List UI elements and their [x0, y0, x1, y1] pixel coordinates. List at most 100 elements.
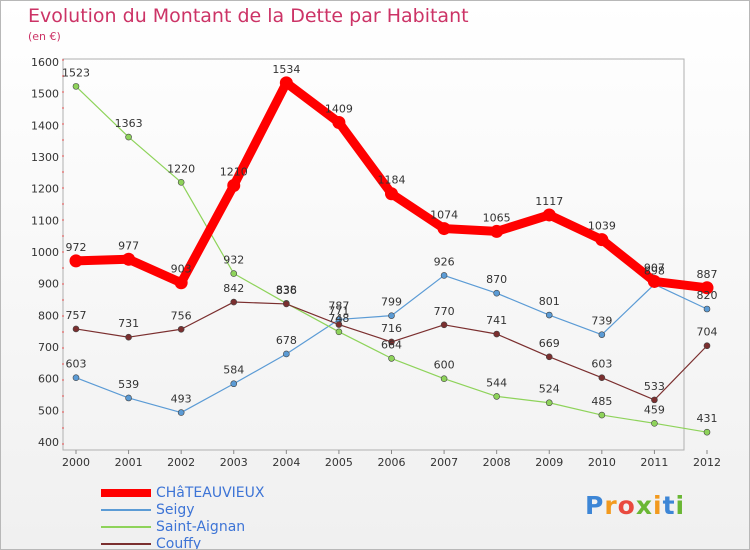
series-point-0: [69, 254, 83, 268]
logo-letter: i: [653, 491, 663, 520]
x-tick-label: 2006: [378, 456, 406, 469]
data-label-3: 770: [434, 305, 455, 318]
series-point-2: [230, 270, 238, 277]
data-label-2: 1220: [167, 162, 195, 175]
y-tick-label: 600: [38, 373, 59, 386]
series-point-1: [493, 289, 500, 297]
y-tick-label: 1600: [31, 56, 59, 69]
x-tick-label: 2004: [272, 456, 300, 469]
logo-letter: x: [635, 491, 653, 520]
series-point-2: [703, 428, 711, 436]
series-point-3: [651, 396, 658, 404]
data-label-0: 1409: [325, 102, 353, 115]
data-label-1: 799: [381, 296, 402, 309]
data-label-0: 1534: [272, 63, 300, 76]
series-point-3: [388, 338, 395, 346]
data-label-0: 977: [118, 239, 139, 252]
data-label-3: 533: [644, 380, 665, 393]
logo-letter: r: [604, 491, 618, 520]
data-label-0: 1210: [220, 166, 248, 179]
series-point-2: [440, 375, 448, 382]
legend-swatch: [101, 489, 151, 497]
data-label-1: 801: [539, 295, 560, 308]
data-label-3: 757: [66, 309, 87, 322]
data-label-0: 1039: [588, 220, 616, 233]
proxiti-logo: Proxiti: [585, 491, 685, 520]
series-point-1: [72, 374, 80, 382]
series-point-0: [437, 222, 451, 236]
data-label-1: 493: [171, 393, 192, 406]
x-tick-label: 2007: [430, 456, 458, 469]
series-point-1: [283, 350, 290, 358]
series-point-1: [440, 272, 448, 279]
data-label-2: 459: [644, 403, 665, 416]
data-label-2: 544: [486, 376, 507, 389]
data-label-3: 603: [591, 358, 612, 371]
y-tick-label: 700: [38, 341, 59, 354]
data-label-1: 678: [276, 334, 297, 347]
y-tick-label: 1100: [31, 214, 59, 227]
data-label-2: 932: [223, 254, 244, 267]
data-label-2: 838: [276, 283, 297, 296]
data-label-2: 1363: [115, 117, 143, 130]
series-point-1: [177, 409, 185, 416]
legend-label: Saint-Aignan: [156, 519, 246, 535]
chart-title: Evolution du Montant de la Dette par Hab…: [28, 5, 469, 27]
x-tick-label: 2003: [220, 456, 248, 469]
data-label-0: 1074: [430, 209, 458, 222]
x-tick-label: 2005: [325, 456, 353, 469]
series-point-0: [542, 208, 556, 222]
legend-swatch: [101, 526, 151, 528]
y-tick-label: 1200: [31, 183, 59, 196]
series-point-0: [279, 76, 293, 90]
data-label-1: 870: [486, 273, 507, 286]
data-label-0: 1184: [378, 174, 406, 187]
series-point-0: [174, 276, 188, 290]
series-point-3: [598, 374, 606, 382]
series-point-1: [598, 331, 606, 338]
series-point-3: [283, 300, 290, 308]
series-point-1: [388, 312, 395, 319]
series-point-2: [335, 328, 343, 336]
data-label-2: 748: [328, 312, 349, 325]
series-point-2: [493, 393, 500, 400]
data-label-2: 524: [539, 383, 560, 396]
y-tick-label: 1000: [31, 246, 59, 259]
series-point-3: [125, 333, 132, 341]
data-label-3: 756: [171, 309, 192, 322]
data-label-1: 787: [328, 299, 349, 312]
series-point-0: [122, 252, 136, 266]
series-point-0: [227, 179, 241, 192]
series-point-0: [647, 274, 661, 288]
series-point-2: [72, 83, 80, 90]
data-label-1: 603: [66, 358, 87, 371]
data-label-2: 600: [434, 359, 455, 372]
data-label-2: 1523: [62, 66, 90, 79]
legend-label: CHâTEAUVIEUX: [156, 485, 265, 501]
series-point-0: [385, 187, 398, 201]
x-tick-label: 2000: [62, 456, 90, 469]
x-tick-label: 2011: [640, 456, 668, 469]
data-label-2: 664: [381, 338, 402, 351]
data-label-3: 771: [328, 305, 349, 318]
series-point-2: [545, 399, 553, 407]
y-tick-label: 1400: [31, 119, 59, 132]
data-label-0: 903: [171, 263, 192, 276]
series-point-1: [230, 380, 238, 388]
series-point-0: [332, 115, 346, 129]
series-point-2: [651, 420, 658, 427]
data-label-1: 584: [223, 364, 244, 377]
data-label-3: 731: [118, 317, 139, 330]
legend-label: Couffy: [156, 536, 202, 550]
data-label-0: 907: [644, 261, 665, 274]
series-point-0: [490, 224, 504, 238]
logo-letter: P: [585, 491, 605, 520]
data-label-3: 704: [697, 326, 718, 339]
series-point-3: [230, 298, 238, 306]
data-label-0: 1117: [535, 195, 563, 208]
y-tick-label: 800: [38, 309, 59, 322]
series-point-1: [545, 311, 553, 319]
series-line-2: [75, 85, 708, 433]
series-point-1: [125, 394, 132, 402]
